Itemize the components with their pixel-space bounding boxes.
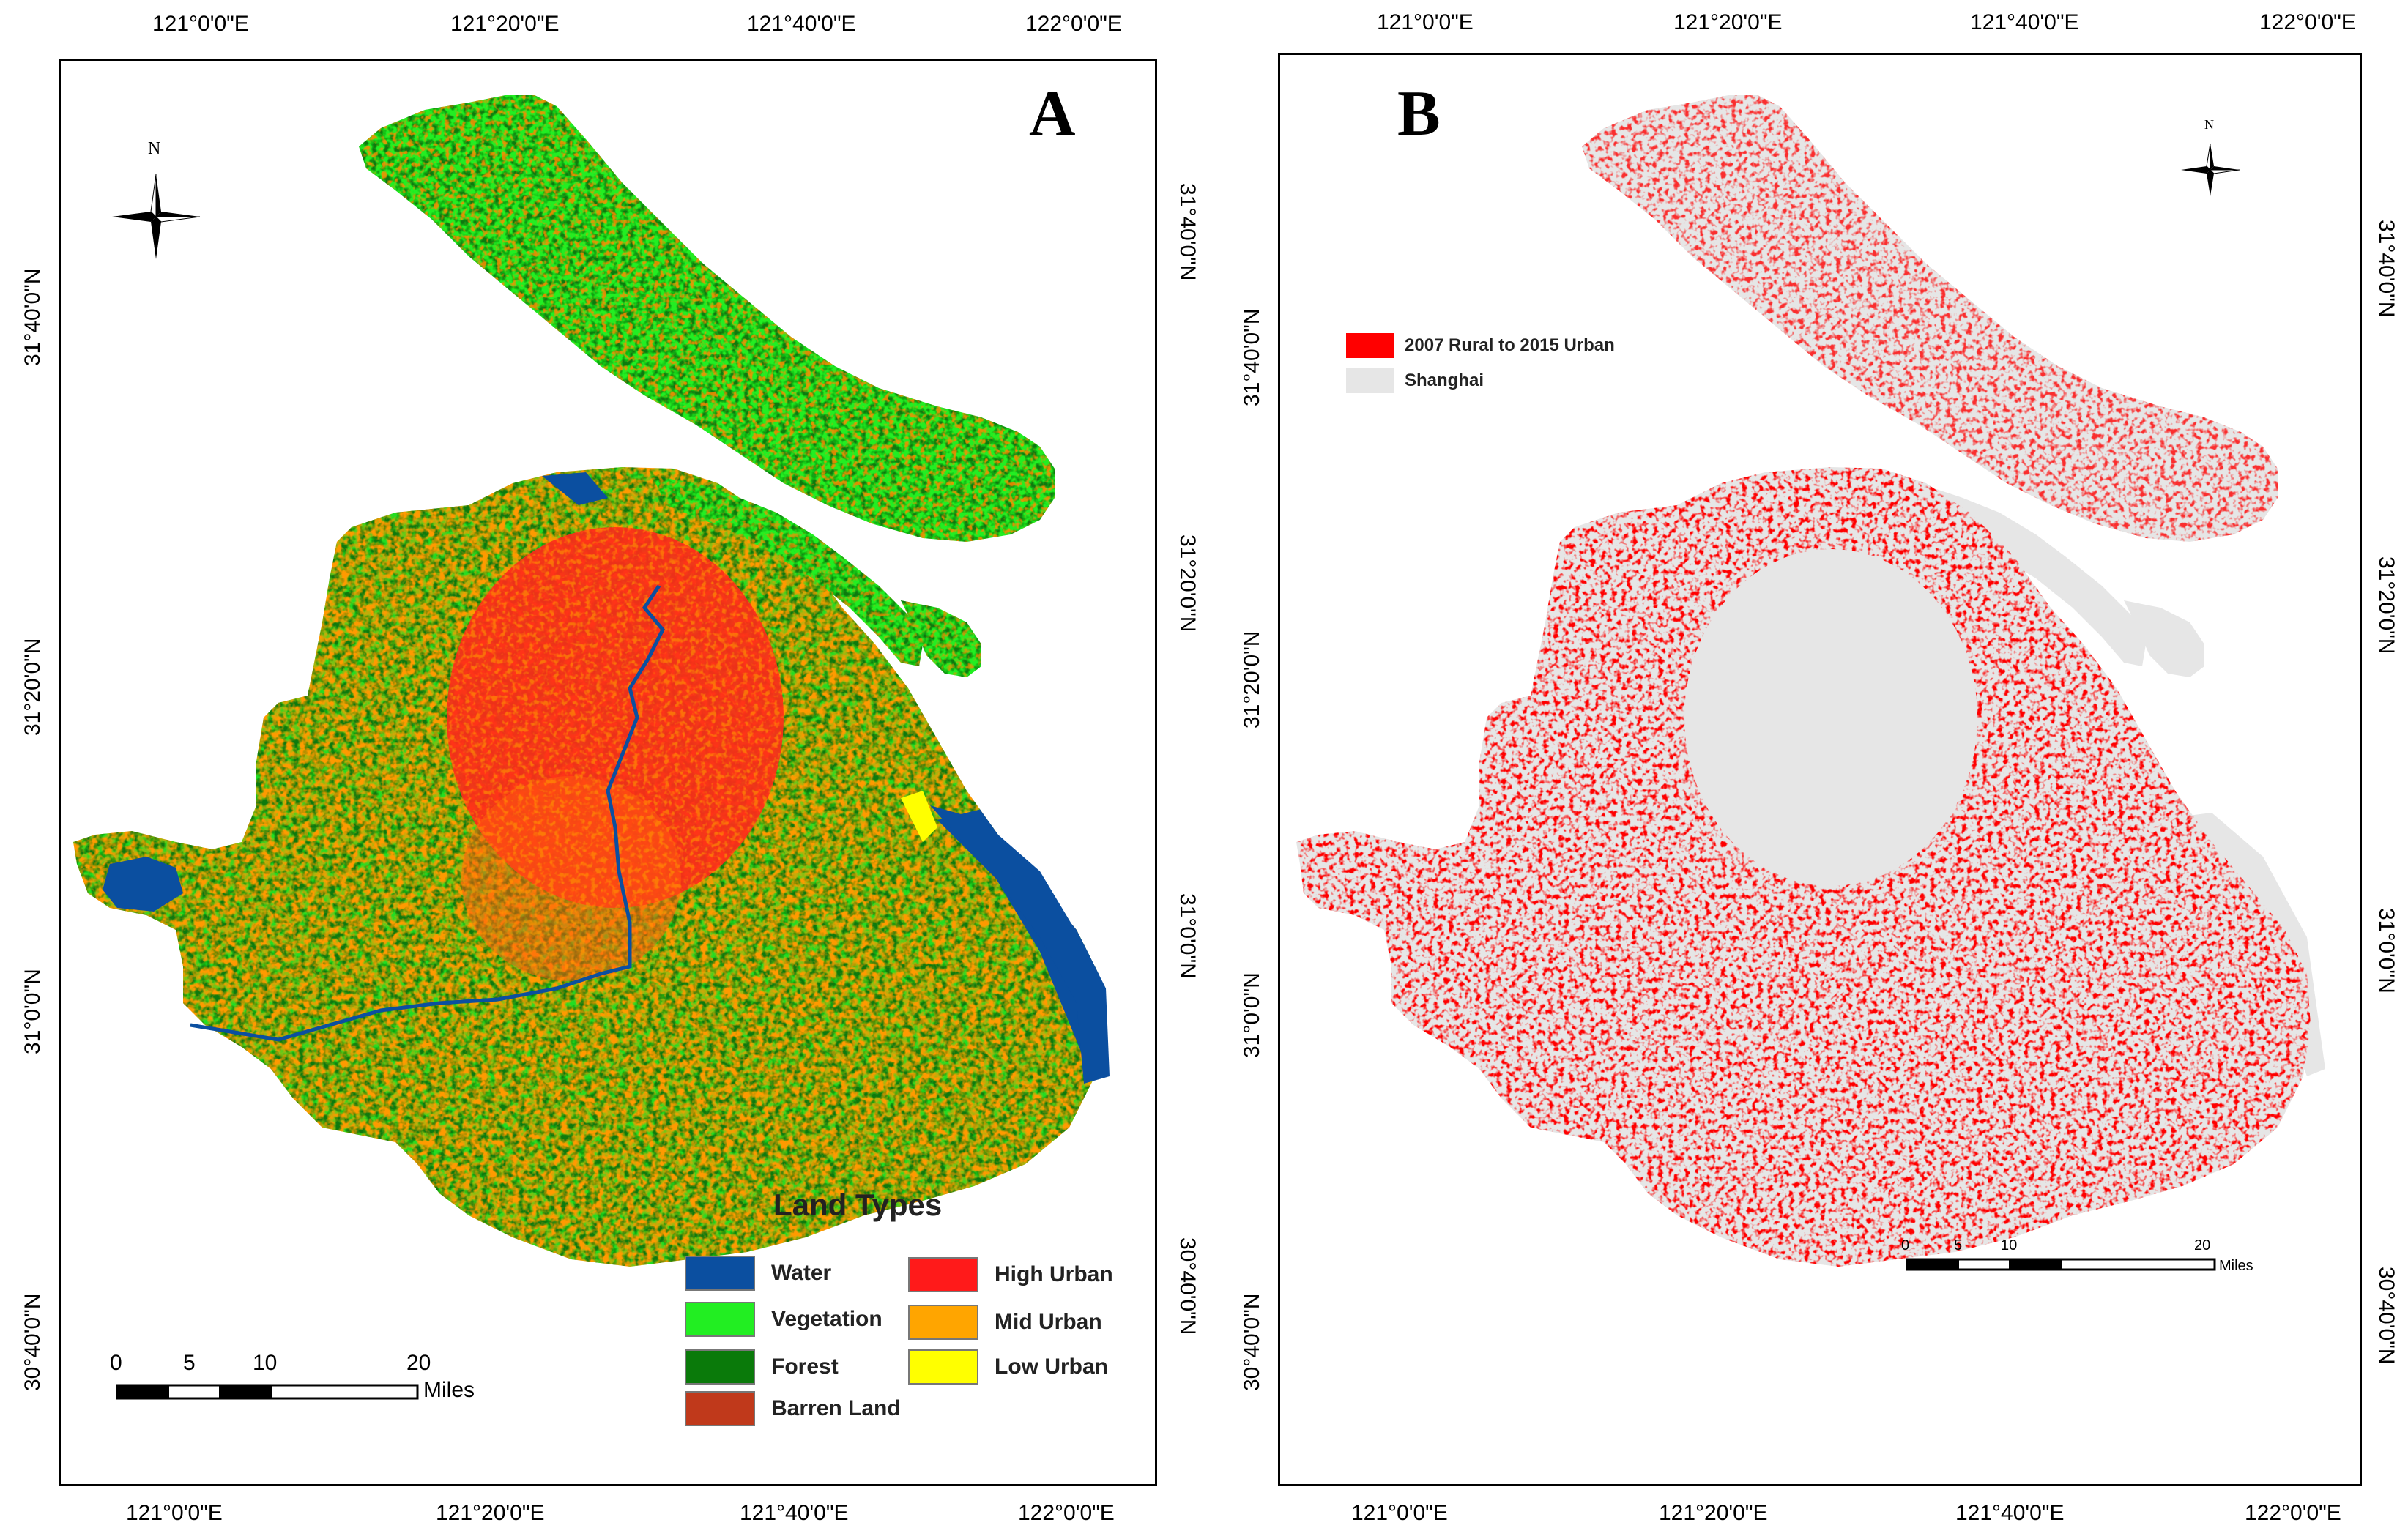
scalebar-tick: 5 [1954, 1237, 1963, 1253]
legend-label: 2007 Rural to 2015 Urban [1405, 335, 1615, 355]
top-tick: 122°0'0"E [2259, 10, 2356, 34]
top-tick: 121°0'0"E [152, 12, 249, 36]
right-tick: 31°40'0"N [1175, 183, 1200, 281]
scalebar-a [116, 1384, 419, 1400]
bottom-tick: 121°0'0"E [1351, 1501, 1448, 1525]
legend-swatch [685, 1391, 755, 1426]
left-tick: 31°20'0"N [1240, 630, 1264, 728]
left-tick: 30°40'0"N [1240, 1293, 1264, 1391]
legend-swatch [1346, 333, 1394, 358]
scalebar-unit: Miles [423, 1378, 475, 1402]
scalebar-tick: 20 [406, 1351, 431, 1375]
legend-swatch [685, 1302, 755, 1337]
legend-swatch [1346, 368, 1394, 393]
left-tick: 31°40'0"N [1240, 308, 1264, 406]
legend-swatch [908, 1349, 978, 1385]
legend-item-barren-land: Barren Land [685, 1391, 901, 1426]
left-tick: 31°0'0"N [1240, 972, 1264, 1058]
map-panel-b [1278, 53, 2362, 1486]
left-tick: 31°20'0"N [21, 638, 45, 736]
legend-label: High Urban [995, 1262, 1113, 1286]
bottom-tick: 121°20'0"E [1659, 1501, 1768, 1525]
scalebar-b [1906, 1258, 2216, 1271]
bottom-tick: 122°0'0"E [2245, 1501, 2341, 1525]
scalebar-tick: 20 [2194, 1237, 2211, 1253]
left-tick: 30°40'0"N [21, 1293, 45, 1391]
bottom-tick: 122°0'0"E [1018, 1501, 1115, 1525]
top-tick: 121°40'0"E [1970, 10, 2079, 34]
top-tick: 121°20'0"E [450, 12, 560, 36]
legend-label: Shanghai [1405, 370, 1484, 390]
scalebar-tick: 5 [183, 1351, 196, 1375]
north-arrow-icon [2181, 143, 2240, 196]
scalebar-tick: 10 [253, 1351, 278, 1375]
legend-swatch [685, 1256, 755, 1291]
legend-swatch [908, 1257, 978, 1292]
legend-label: Low Urban [995, 1354, 1108, 1379]
legend-item-water: Water [685, 1256, 831, 1291]
scalebar-tick: 10 [2001, 1237, 2018, 1253]
right-tick: 31°0'0"N [2374, 908, 2398, 994]
top-tick: 121°40'0"E [747, 12, 856, 36]
legend-label: Barren Land [771, 1396, 901, 1420]
north-arrow-icon [112, 174, 201, 259]
top-tick: 121°0'0"E [1377, 10, 1474, 34]
legend-label: Vegetation [771, 1307, 882, 1331]
scalebar-tick: 0 [1901, 1237, 1910, 1253]
main-land-a [73, 467, 1110, 1267]
legend-title: Land Types [773, 1188, 943, 1222]
right-tick: 30°40'0"N [1175, 1237, 1200, 1335]
bottom-tick: 121°20'0"E [436, 1501, 545, 1525]
legend-item-mid-urban: Mid Urban [908, 1305, 1102, 1340]
top-tick: 122°0'0"E [1025, 12, 1122, 36]
right-tick: 31°0'0"N [1175, 893, 1200, 979]
north-label: N [148, 139, 161, 158]
scalebar-tick: 0 [110, 1351, 122, 1375]
right-tick: 31°20'0"N [1175, 534, 1200, 633]
legend-item-high-urban: High Urban [908, 1257, 1113, 1292]
right-tick: 30°40'0"N [2374, 1267, 2398, 1365]
legend-item-forest: Forest [685, 1349, 839, 1385]
panel-letter-b: B [1397, 78, 1441, 149]
bottom-tick: 121°40'0"E [740, 1501, 849, 1525]
scalebar-unit: Miles [2219, 1258, 2253, 1274]
top-tick: 121°20'0"E [1673, 10, 1783, 34]
legend-label: Mid Urban [995, 1310, 1102, 1334]
panel-letter-a: A [1029, 78, 1076, 149]
left-tick: 31°0'0"N [21, 969, 45, 1054]
north-label: N [2204, 117, 2214, 132]
legend-swatch [908, 1305, 978, 1340]
legend-item-rural-to-urban: 2007 Rural to 2015 Urban [1346, 333, 1615, 358]
right-tick: 31°20'0"N [2374, 556, 2398, 655]
legend-item-low-urban: Low Urban [908, 1349, 1108, 1385]
left-tick: 31°40'0"N [21, 268, 45, 366]
bottom-tick: 121°40'0"E [1955, 1501, 2065, 1525]
legend-swatch [685, 1349, 755, 1385]
legend-item-shanghai: Shanghai [1346, 368, 1484, 393]
legend-label: Forest [771, 1354, 839, 1379]
bottom-tick: 121°0'0"E [126, 1501, 223, 1525]
legend-item-vegetation: Vegetation [685, 1302, 882, 1337]
right-tick: 31°40'0"N [2374, 220, 2398, 318]
legend-label: Water [771, 1261, 832, 1285]
